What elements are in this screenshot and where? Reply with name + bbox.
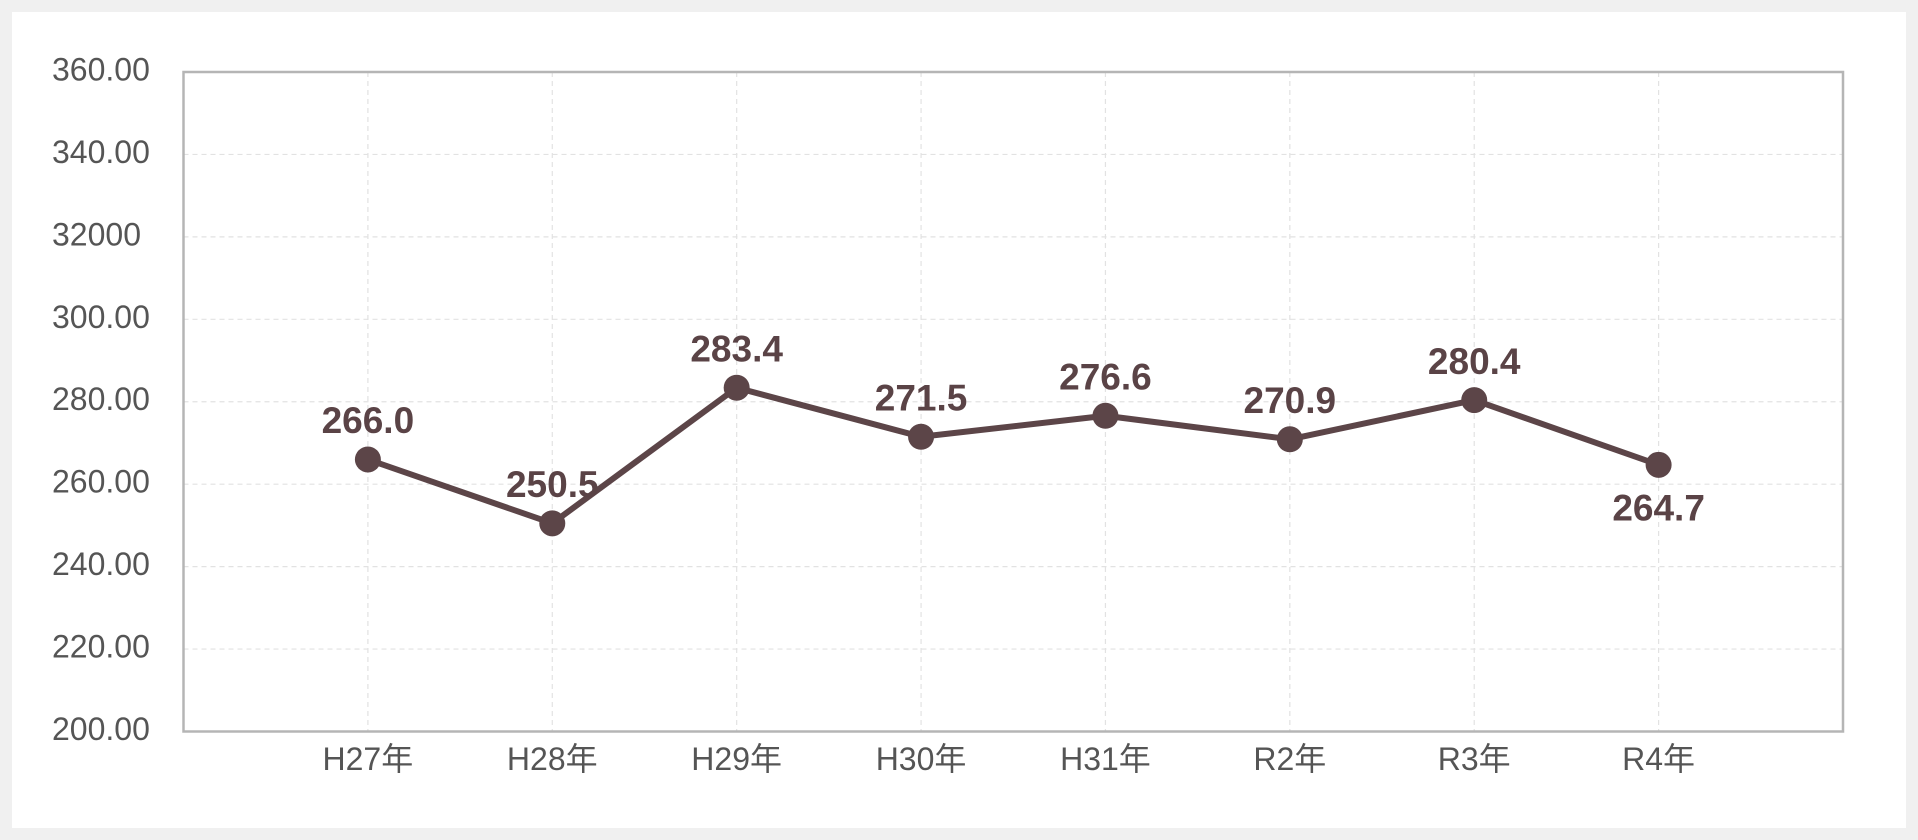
y-tick-label: 240.00	[52, 546, 150, 582]
x-tick-label: R3年	[1438, 741, 1511, 777]
data-point	[723, 374, 750, 401]
data-label: 264.7	[1612, 488, 1705, 529]
y-tick-label: 260.00	[52, 464, 150, 500]
data-label: 280.4	[1428, 341, 1521, 382]
y-tick-label: 200.00	[52, 711, 150, 747]
data-label: 283.4	[690, 329, 783, 370]
data-line	[366, 384, 1660, 527]
x-tick-label: H30年	[876, 741, 967, 777]
y-tick-label: 32000	[52, 216, 141, 252]
x-tick-label: R2年	[1253, 741, 1326, 777]
data-label: 250.5	[506, 464, 599, 505]
data-point	[354, 446, 381, 473]
y-tick-label: 220.00	[52, 629, 150, 665]
y-tick-label: 360.00	[52, 51, 150, 87]
x-tick-label: H29年	[691, 741, 782, 777]
x-tick-label: H28年	[507, 741, 598, 777]
x-tick-label: H31年	[1060, 741, 1151, 777]
x-tick-label: H27年	[323, 741, 414, 777]
y-tick-label: 300.00	[52, 299, 150, 335]
plot-frame	[182, 70, 1845, 733]
data-label: 271.5	[875, 378, 968, 419]
data-label: 270.9	[1244, 380, 1337, 421]
x-tick-label: R4年	[1622, 741, 1695, 777]
y-tick-label: 280.00	[52, 381, 150, 417]
data-label: 266.0	[322, 400, 415, 441]
data-point	[539, 510, 566, 537]
data-point	[1461, 387, 1488, 414]
y-tick-label: 340.00	[52, 134, 150, 170]
panel	[12, 12, 1906, 828]
data-point	[908, 423, 935, 450]
data-point	[1645, 451, 1672, 478]
data-point	[1092, 402, 1119, 429]
data-point	[1276, 426, 1303, 453]
data-label: 276.6	[1059, 357, 1152, 398]
